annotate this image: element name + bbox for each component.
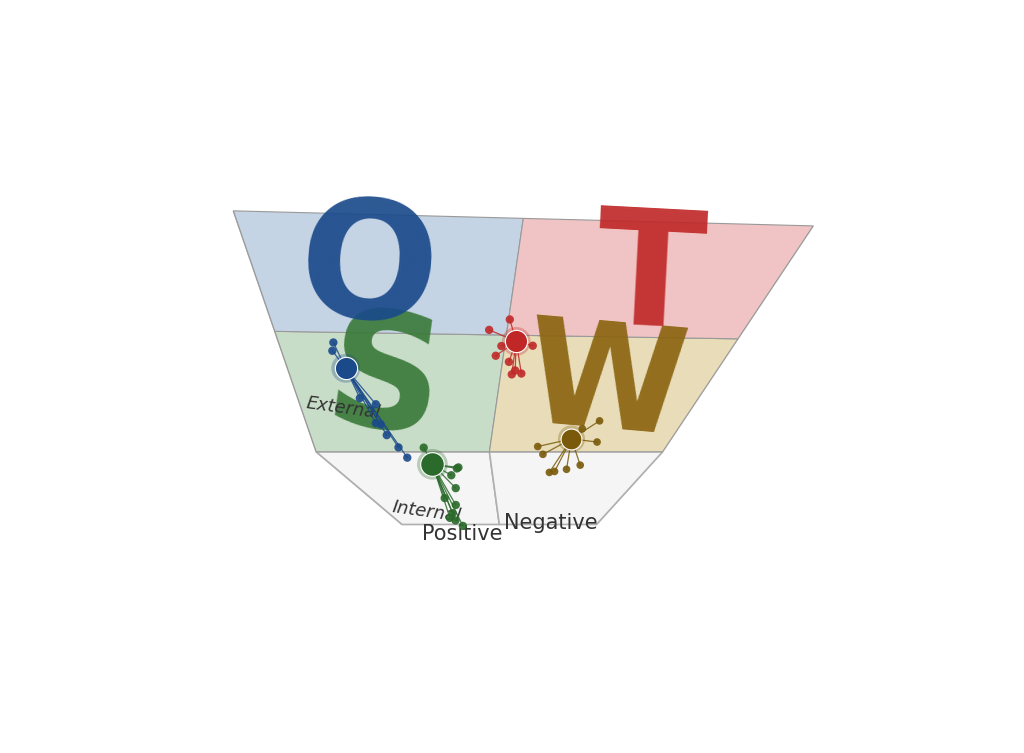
Point: [508, 335, 524, 347]
Polygon shape: [506, 218, 813, 339]
Point: [447, 514, 464, 526]
Polygon shape: [597, 226, 813, 525]
Point: [441, 512, 458, 524]
Point: [481, 324, 498, 336]
Point: [338, 362, 354, 374]
Point: [451, 462, 467, 474]
Text: T: T: [592, 200, 709, 360]
Point: [535, 448, 551, 460]
Point: [424, 459, 440, 471]
Point: [558, 463, 574, 475]
Point: [351, 392, 368, 404]
Point: [379, 429, 395, 441]
Point: [346, 362, 362, 374]
Text: External: External: [305, 395, 381, 422]
Text: Negative: Negative: [504, 513, 597, 532]
Point: [416, 441, 432, 453]
Point: [368, 417, 384, 429]
Point: [563, 433, 580, 445]
Point: [524, 340, 541, 352]
Point: [455, 520, 471, 532]
Polygon shape: [316, 452, 500, 525]
Polygon shape: [274, 331, 506, 452]
Polygon shape: [233, 211, 523, 335]
Point: [368, 398, 384, 410]
Polygon shape: [489, 452, 663, 525]
Point: [449, 462, 465, 474]
Point: [447, 482, 464, 494]
Point: [542, 466, 558, 478]
Point: [399, 452, 416, 464]
Polygon shape: [489, 335, 738, 452]
Point: [325, 345, 341, 357]
Point: [326, 337, 342, 349]
Text: Internal: Internal: [391, 498, 463, 526]
Point: [447, 499, 464, 511]
Point: [424, 459, 440, 471]
Point: [513, 367, 529, 380]
Point: [487, 349, 504, 361]
Point: [502, 313, 518, 325]
Text: Positive: Positive: [422, 525, 503, 544]
Point: [529, 441, 546, 453]
Point: [443, 469, 460, 481]
Point: [373, 419, 389, 431]
Text: S: S: [315, 300, 452, 470]
Point: [589, 436, 605, 448]
Point: [507, 364, 523, 376]
Text: W: W: [519, 310, 692, 465]
Point: [572, 459, 589, 471]
Point: [547, 465, 563, 477]
Polygon shape: [233, 211, 402, 525]
Point: [390, 441, 407, 453]
Point: [563, 433, 580, 445]
Text: O: O: [294, 190, 443, 358]
Point: [504, 368, 520, 380]
Point: [592, 415, 608, 427]
Point: [494, 340, 510, 352]
Point: [444, 507, 461, 519]
Point: [338, 362, 354, 374]
Point: [436, 492, 453, 504]
Point: [508, 335, 524, 347]
Point: [501, 356, 517, 368]
Point: [574, 422, 591, 434]
